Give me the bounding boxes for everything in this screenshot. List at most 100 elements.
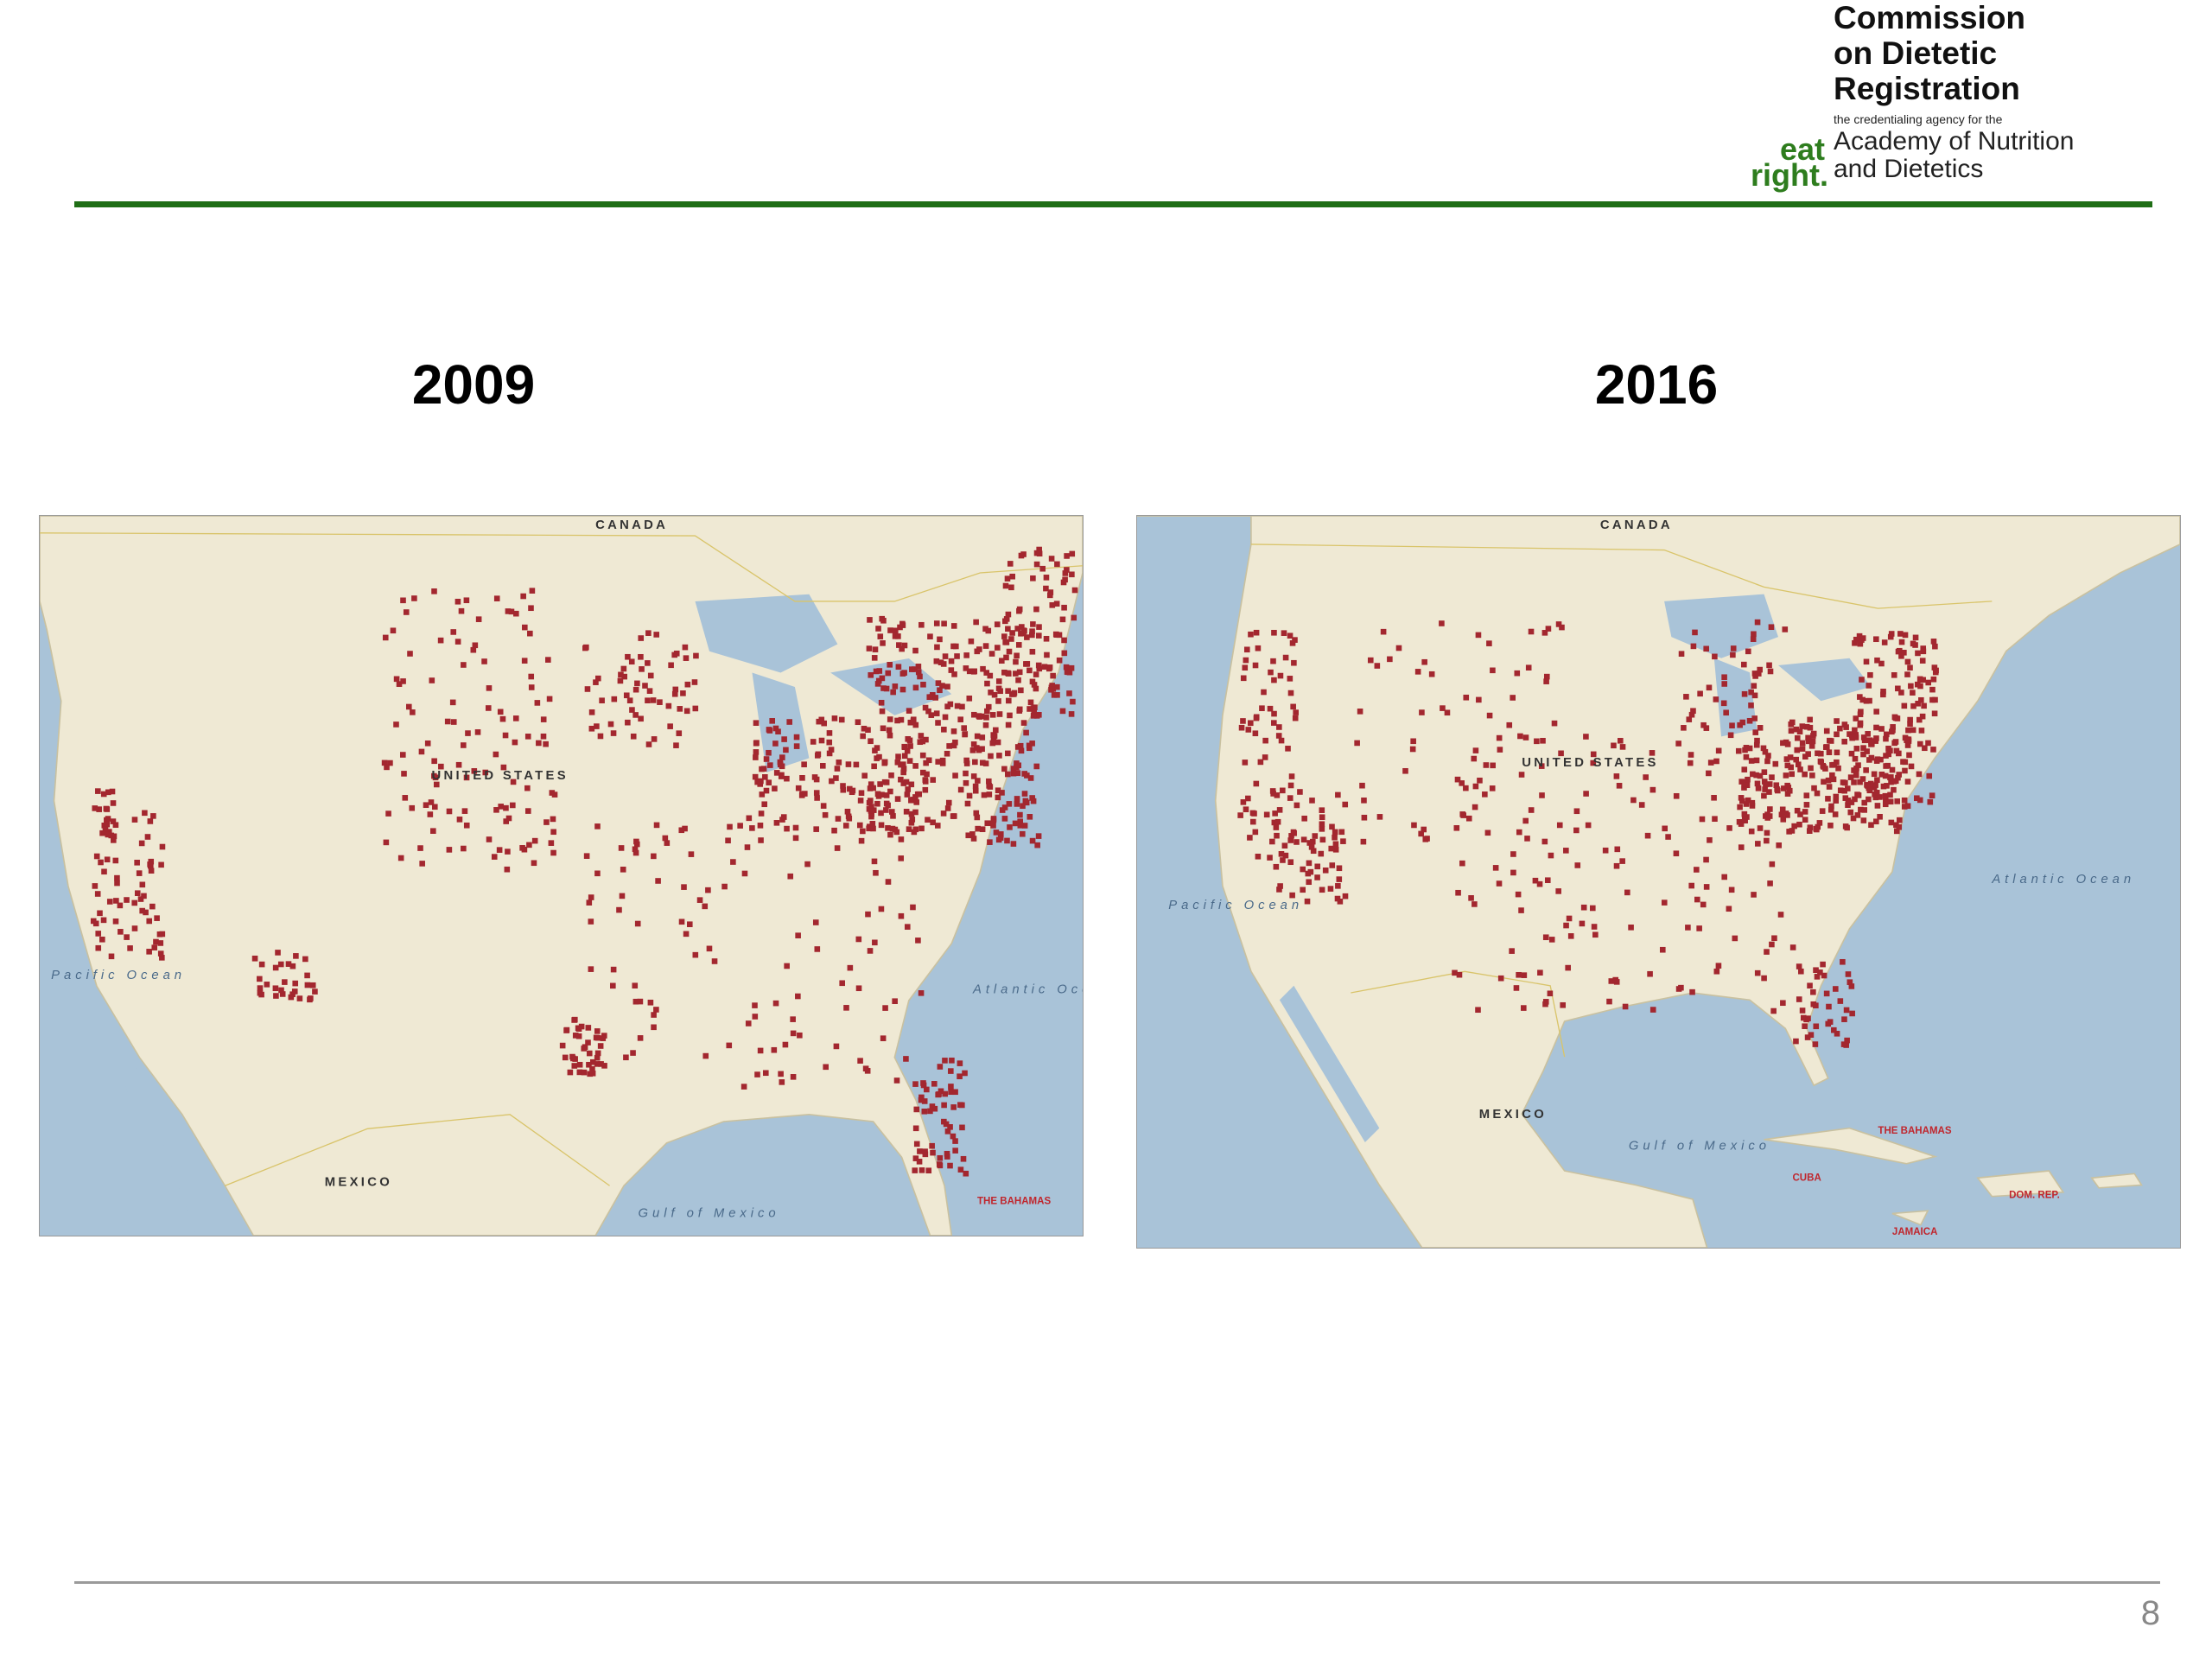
location-marker (989, 740, 996, 747)
location-marker (1534, 738, 1540, 745)
location-marker (1882, 772, 1889, 779)
location-marker (831, 715, 838, 721)
location-marker (753, 749, 760, 755)
location-marker (1910, 702, 1916, 709)
location-marker (103, 805, 110, 812)
location-marker (893, 829, 900, 836)
location-marker (546, 696, 553, 702)
location-marker (887, 831, 893, 838)
location-marker (969, 831, 976, 837)
location-marker (1688, 711, 1695, 718)
location-marker (551, 791, 558, 798)
location-marker (1556, 822, 1563, 829)
location-marker (147, 818, 154, 824)
location-marker (616, 906, 622, 913)
location-marker (109, 788, 116, 795)
location-marker (1005, 670, 1011, 677)
location-marker (594, 1061, 601, 1067)
location-marker (1477, 777, 1483, 784)
location-marker (149, 903, 156, 910)
location-marker (969, 747, 976, 753)
location-marker (1738, 795, 1745, 801)
location-marker (726, 1042, 733, 1049)
location-marker (588, 709, 595, 715)
location-marker (873, 869, 879, 876)
location-marker (450, 719, 457, 725)
location-marker (1278, 851, 1285, 857)
location-marker (915, 669, 922, 676)
location-marker (639, 666, 645, 672)
location-marker (1294, 802, 1300, 809)
location-marker (876, 753, 882, 760)
location-marker (1257, 759, 1264, 766)
location-marker (461, 808, 468, 814)
location-marker (1312, 833, 1319, 839)
location-marker (1755, 841, 1761, 847)
location-marker (512, 715, 519, 721)
location-marker (1871, 771, 1878, 778)
location-marker (912, 1081, 918, 1087)
location-marker (910, 904, 916, 911)
location-marker (1826, 784, 1833, 790)
location-marker (1721, 874, 1727, 880)
location-marker (1694, 867, 1700, 873)
location-marker (1046, 665, 1052, 672)
location-marker (856, 822, 863, 829)
location-marker (879, 791, 885, 798)
location-marker (1812, 1041, 1819, 1047)
location-marker (912, 763, 918, 769)
location-marker (757, 1047, 764, 1054)
location-marker (1475, 1007, 1481, 1014)
location-marker (1823, 990, 1830, 997)
location-marker (684, 681, 691, 688)
location-marker (1932, 696, 1938, 703)
location-marker (1776, 842, 1783, 849)
location-marker (1898, 639, 1905, 645)
location-marker (1003, 639, 1010, 645)
location-marker (941, 620, 947, 627)
location-marker (1030, 705, 1037, 711)
location-marker (683, 708, 690, 715)
location-marker (1471, 804, 1478, 810)
location-marker (1281, 842, 1288, 849)
location-marker (987, 839, 993, 845)
location-marker (820, 763, 826, 769)
location-marker (1848, 799, 1855, 805)
location-marker (1818, 750, 1824, 757)
location-marker (1537, 969, 1543, 976)
location-marker (964, 800, 971, 807)
location-marker (1036, 624, 1042, 630)
location-marker (1020, 720, 1027, 726)
location-marker (1793, 756, 1800, 763)
location-marker (1929, 792, 1936, 798)
location-marker (1613, 773, 1620, 779)
location-marker (741, 1084, 747, 1090)
location-marker (994, 645, 1001, 651)
location-marker (936, 1091, 942, 1097)
location-marker (1021, 823, 1028, 829)
footer-rule (74, 1581, 2160, 1584)
location-marker (1739, 719, 1746, 726)
location-marker (895, 633, 901, 639)
location-marker (844, 808, 851, 815)
location-marker (1833, 986, 1839, 992)
location-marker (944, 750, 950, 757)
logo-title-line: Commission (1834, 0, 2026, 35)
location-marker (90, 918, 97, 925)
location-marker (1789, 828, 1796, 834)
location-marker (1329, 862, 1336, 868)
location-marker (1783, 810, 1789, 817)
location-marker (1752, 729, 1759, 735)
location-marker (1751, 692, 1758, 699)
location-marker (886, 727, 893, 734)
location-marker (1532, 877, 1539, 884)
location-marker (289, 963, 296, 969)
location-marker (904, 924, 911, 930)
location-marker (1410, 738, 1416, 745)
location-marker (1686, 716, 1693, 722)
location-marker (588, 725, 595, 732)
location-marker (1690, 643, 1697, 650)
location-marker (963, 652, 969, 658)
location-marker (921, 1108, 928, 1115)
location-marker (1834, 1030, 1840, 1037)
